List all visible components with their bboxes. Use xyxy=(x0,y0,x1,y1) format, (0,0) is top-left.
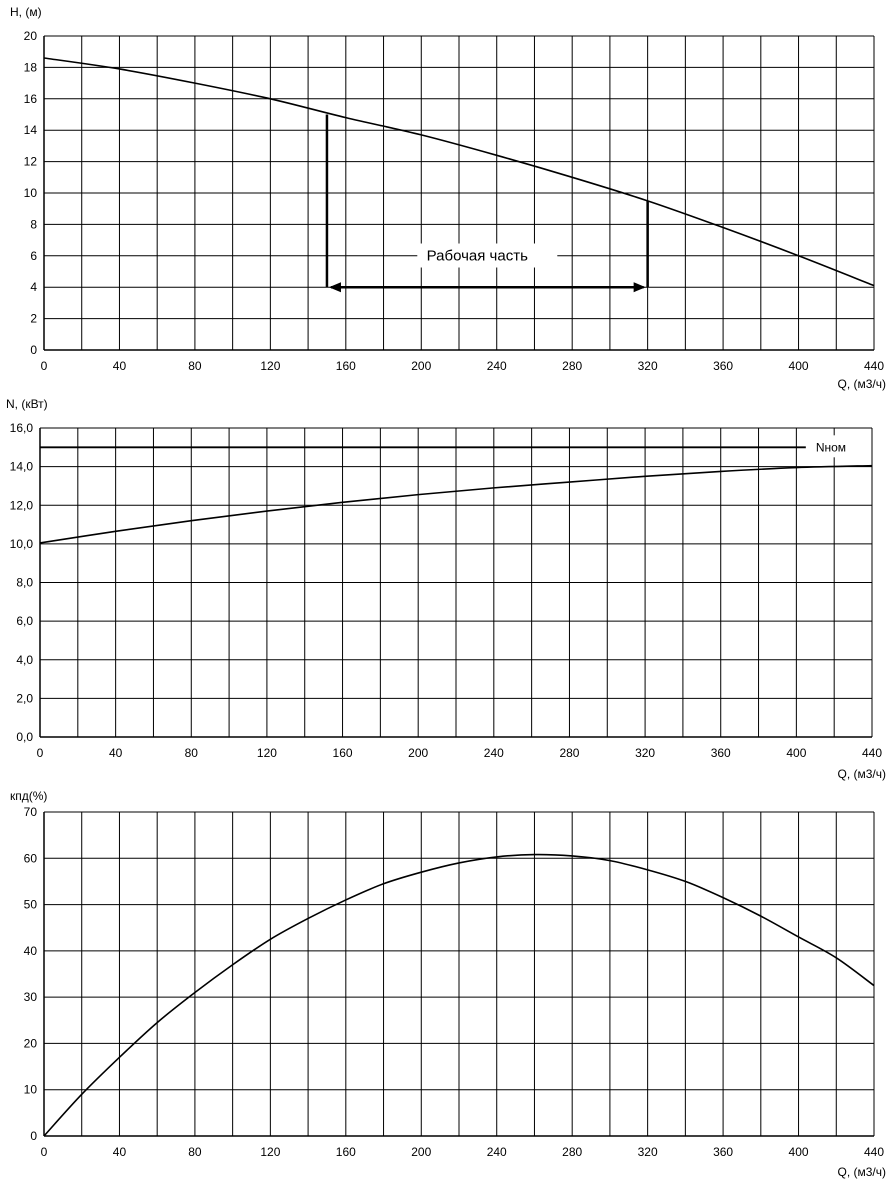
x-axis-label: Q, (м3/ч) xyxy=(837,377,886,391)
x-tick-label: 280 xyxy=(562,1145,582,1159)
x-tick-label: 120 xyxy=(260,1145,280,1159)
x-tick-label: 440 xyxy=(864,1145,884,1159)
y-tick-label: 20 xyxy=(24,1036,38,1050)
x-tick-label: 40 xyxy=(113,359,127,373)
x-axis-label: Q, (м3/ч) xyxy=(837,767,886,781)
y-tick-label: 2,0 xyxy=(16,691,33,705)
y-tick-label: 0,0 xyxy=(16,730,33,744)
y-tick-label: 12 xyxy=(24,155,38,169)
power-chart: 0,0 2,0 4,0 6,0 8,0 10,0 12,0 14,0 16,0 0 40 80 120 1… xyxy=(6,397,886,781)
y-tick-label: 6 xyxy=(30,249,37,263)
y-tick-label: 10 xyxy=(24,1083,38,1097)
x-tick-label: 120 xyxy=(257,746,277,760)
x-tick-label: 200 xyxy=(408,746,428,760)
y-tick-label: 70 xyxy=(24,805,38,819)
nominal-power-label: Nном xyxy=(816,440,846,454)
grid xyxy=(43,35,875,351)
x-tick-label: 160 xyxy=(336,359,356,373)
x-tick-label: 360 xyxy=(711,746,731,760)
x-tick-label: 80 xyxy=(188,1145,202,1159)
y-tick-label: 8 xyxy=(30,217,37,231)
y-tick-label: 0 xyxy=(30,1129,37,1143)
x-tick-label: 80 xyxy=(188,359,202,373)
y-axis-label: H, (м) xyxy=(10,5,42,19)
x-tick-label: 320 xyxy=(635,746,655,760)
x-tick-label: 40 xyxy=(113,1145,127,1159)
y-tick-label: 14,0 xyxy=(10,460,34,474)
x-tick-label: 360 xyxy=(713,359,733,373)
x-tick-label: 440 xyxy=(862,746,882,760)
x-tick-label: 280 xyxy=(559,746,579,760)
x-tick-label: 160 xyxy=(336,1145,356,1159)
x-tick-label: 240 xyxy=(487,359,507,373)
x-tick-label: 440 xyxy=(864,359,884,373)
y-tick-label: 2 xyxy=(30,312,37,326)
x-tick-label: 160 xyxy=(333,746,353,760)
y-tick-label: 10 xyxy=(24,186,38,200)
x-tick-label: 200 xyxy=(411,1145,431,1159)
y-tick-label: 16,0 xyxy=(10,421,34,435)
x-tick-label: 0 xyxy=(41,359,48,373)
grid xyxy=(39,427,873,738)
working-range-arrowhead-left xyxy=(328,282,341,293)
x-tick-label: 80 xyxy=(185,746,199,760)
y-tick-label: 4 xyxy=(30,280,37,294)
grid xyxy=(43,811,875,1137)
y-tick-label: 12,0 xyxy=(10,498,34,512)
x-tick-label: 400 xyxy=(789,359,809,373)
x-tick-label: 400 xyxy=(786,746,806,760)
nominal-power-label-bg xyxy=(807,435,862,458)
x-tick-label: 280 xyxy=(562,359,582,373)
y-tick-label: 50 xyxy=(24,898,38,912)
y-tick-label: 14 xyxy=(24,123,38,137)
y-tick-label: 20 xyxy=(24,29,38,43)
working-range-label: Рабочая часть xyxy=(427,248,528,265)
x-tick-label: 240 xyxy=(487,1145,507,1159)
y-tick-label: 4,0 xyxy=(16,653,33,667)
y-tick-label: 16 xyxy=(24,92,38,106)
efficiency-chart: 0 10 20 30 40 50 60 70 0 40 80 120 160 200 240 280 320 36… xyxy=(10,789,886,1179)
x-tick-label: 40 xyxy=(109,746,123,760)
x-tick-label: 120 xyxy=(260,359,280,373)
x-tick-label: 0 xyxy=(37,746,44,760)
y-tick-label: 18 xyxy=(24,60,38,74)
series-line xyxy=(43,853,875,1137)
y-tick-label: 60 xyxy=(24,851,38,865)
working-range-arrowhead-right xyxy=(633,282,646,293)
x-tick-label: 240 xyxy=(484,746,504,760)
x-tick-label: 320 xyxy=(638,359,658,373)
y-tick-label: 6,0 xyxy=(16,614,33,628)
x-tick-label: 360 xyxy=(713,1145,733,1159)
y-tick-label: 10,0 xyxy=(10,537,34,551)
series-line xyxy=(43,57,875,287)
series-line xyxy=(39,464,873,544)
y-tick-label: 30 xyxy=(24,990,38,1004)
working-range-label-bg xyxy=(417,243,558,268)
y-axis-label: N, (кВт) xyxy=(6,397,48,411)
x-tick-label: 0 xyxy=(41,1145,48,1159)
x-axis-label: Q, (м3/ч) xyxy=(837,1165,886,1179)
y-axis-label: кпд(%) xyxy=(10,789,47,803)
y-tick-label: 8,0 xyxy=(16,576,33,590)
y-tick-label: 40 xyxy=(24,944,38,958)
x-tick-label: 400 xyxy=(789,1145,809,1159)
y-tick-label: 0 xyxy=(30,343,37,357)
x-tick-label: 320 xyxy=(638,1145,658,1159)
x-tick-label: 200 xyxy=(411,359,431,373)
